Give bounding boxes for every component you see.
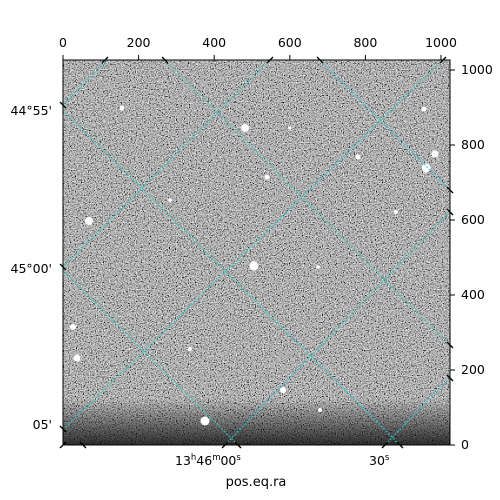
star — [200, 416, 210, 426]
dec-tick-label: 44°55' — [11, 103, 53, 118]
star — [70, 324, 76, 330]
right-tick-label: 0 — [461, 437, 469, 452]
wcs-ticks — [59, 56, 454, 449]
star — [264, 174, 270, 180]
dec-tick-label: 45°00' — [11, 261, 53, 276]
star — [288, 126, 292, 130]
plot-frame — [62, 59, 451, 446]
star — [355, 154, 361, 160]
grid-line-dec — [63, 60, 109, 106]
right-tick-label: 1000 — [461, 62, 493, 77]
ra-tick-label: 13h46m00s — [175, 453, 241, 468]
grid-line-dec — [224, 211, 450, 445]
grid-line-ra — [63, 269, 239, 445]
star — [421, 106, 427, 112]
star — [188, 347, 192, 351]
ra-tick-label: 30s — [369, 453, 390, 468]
top-tick-label: 400 — [202, 35, 226, 50]
star — [241, 124, 249, 132]
right-tick-label: 400 — [461, 287, 485, 302]
stars — [70, 105, 439, 426]
top-tick-label: 200 — [127, 35, 151, 50]
star — [73, 354, 81, 362]
grid-line-ra — [164, 60, 450, 346]
top-tick-label: 800 — [353, 35, 377, 50]
star — [316, 265, 320, 269]
star — [318, 408, 322, 412]
star — [85, 217, 93, 225]
star — [168, 198, 172, 202]
star — [431, 150, 439, 158]
star — [421, 163, 431, 173]
dec-tick-label: 05' — [33, 417, 52, 432]
star — [394, 210, 398, 214]
right-tick-label: 800 — [461, 137, 485, 152]
sky-image — [63, 60, 450, 445]
right-tick-label: 200 — [461, 362, 485, 377]
grid-line-ra — [63, 109, 401, 445]
top-tick-label: 600 — [278, 35, 302, 50]
right-tick-label: 600 — [461, 212, 485, 227]
star — [249, 261, 259, 271]
grid-line-dec — [384, 377, 450, 445]
top-tick-label: 0 — [59, 35, 67, 50]
star — [280, 387, 286, 393]
x-axis-label: pos.eq.ra — [226, 475, 287, 490]
right-pixel-axis: 0 200 400 600 800 1000 — [450, 62, 493, 452]
top-pixel-axis: 0 200 400 600 800 1000 — [59, 35, 457, 60]
grid-line-dec — [63, 60, 444, 431]
grid-line-ra — [319, 60, 450, 191]
coordinate-grid — [63, 60, 450, 445]
star — [119, 105, 125, 111]
top-tick-label: 1000 — [425, 35, 457, 50]
